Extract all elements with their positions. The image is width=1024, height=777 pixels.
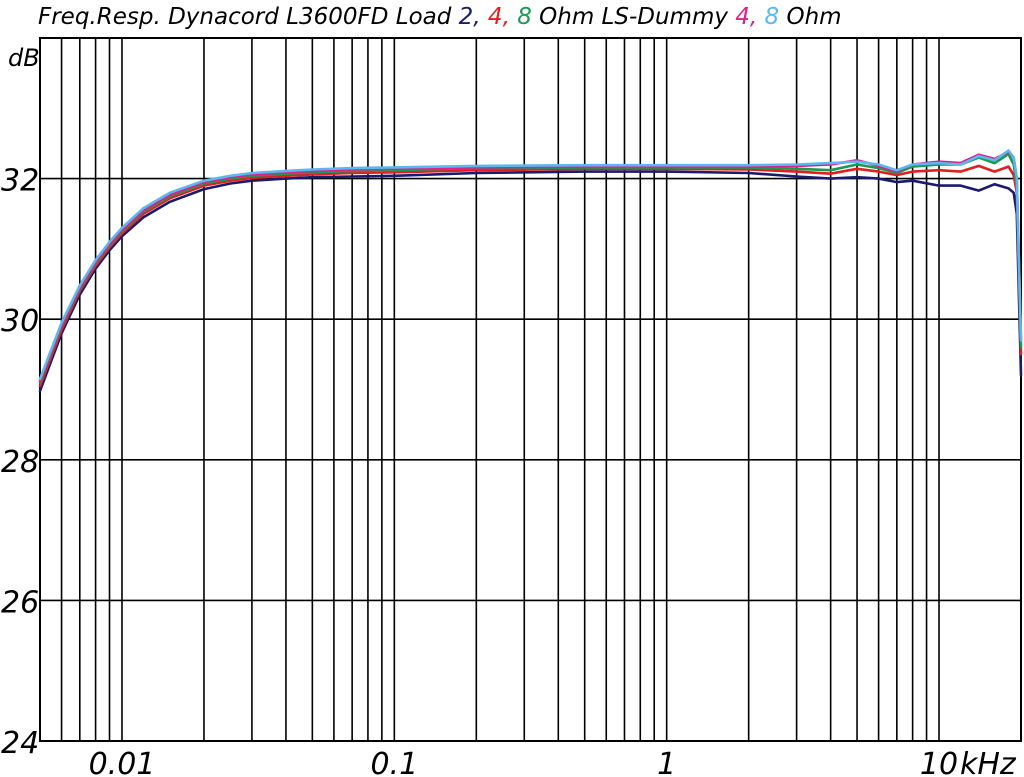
plot-frame <box>39 37 1022 742</box>
title-part: Freq.Resp. Dynacord L3600FD Load <box>38 4 459 30</box>
grid-lines <box>40 38 1022 742</box>
title-part: Ohm <box>779 4 841 30</box>
y-tick-label: 30 <box>1 304 39 339</box>
y-tick-label: 32 <box>1 164 39 199</box>
y-tick-label: 24 <box>1 726 39 761</box>
chart-title: Freq.Resp. Dynacord L3600FD Load 2, 4, 8… <box>38 4 842 30</box>
series-line <box>38 149 1023 381</box>
title-part: 4 <box>735 4 750 30</box>
series-lines <box>38 149 1023 393</box>
series-line <box>38 164 1023 388</box>
title-part: 4 <box>488 4 503 30</box>
x-axis-unit: kHz <box>960 747 1017 777</box>
title-part: , <box>473 4 488 30</box>
x-tick-label: 0.1 <box>370 747 418 777</box>
title-part: Ohm LS-Dummy <box>532 4 735 30</box>
y-axis-label: dB <box>8 44 40 72</box>
title-part: , <box>750 4 765 30</box>
series-line <box>38 150 1023 383</box>
y-tick-label: 26 <box>1 585 39 620</box>
series-line <box>38 170 1023 393</box>
axis-labels: 24 26 28 30 32 dB 0.01 0.1 1 10 kHz <box>1 44 1017 777</box>
title-part: 2 <box>459 4 474 30</box>
y-tick-label: 28 <box>1 445 39 480</box>
x-tick-label: 10 <box>920 747 958 777</box>
x-tick-label: 0.01 <box>89 747 156 777</box>
title-part: , <box>503 4 518 30</box>
title-part: 8 <box>517 4 532 30</box>
x-tick-label: 1 <box>657 747 676 777</box>
title-part: 8 <box>765 4 780 30</box>
